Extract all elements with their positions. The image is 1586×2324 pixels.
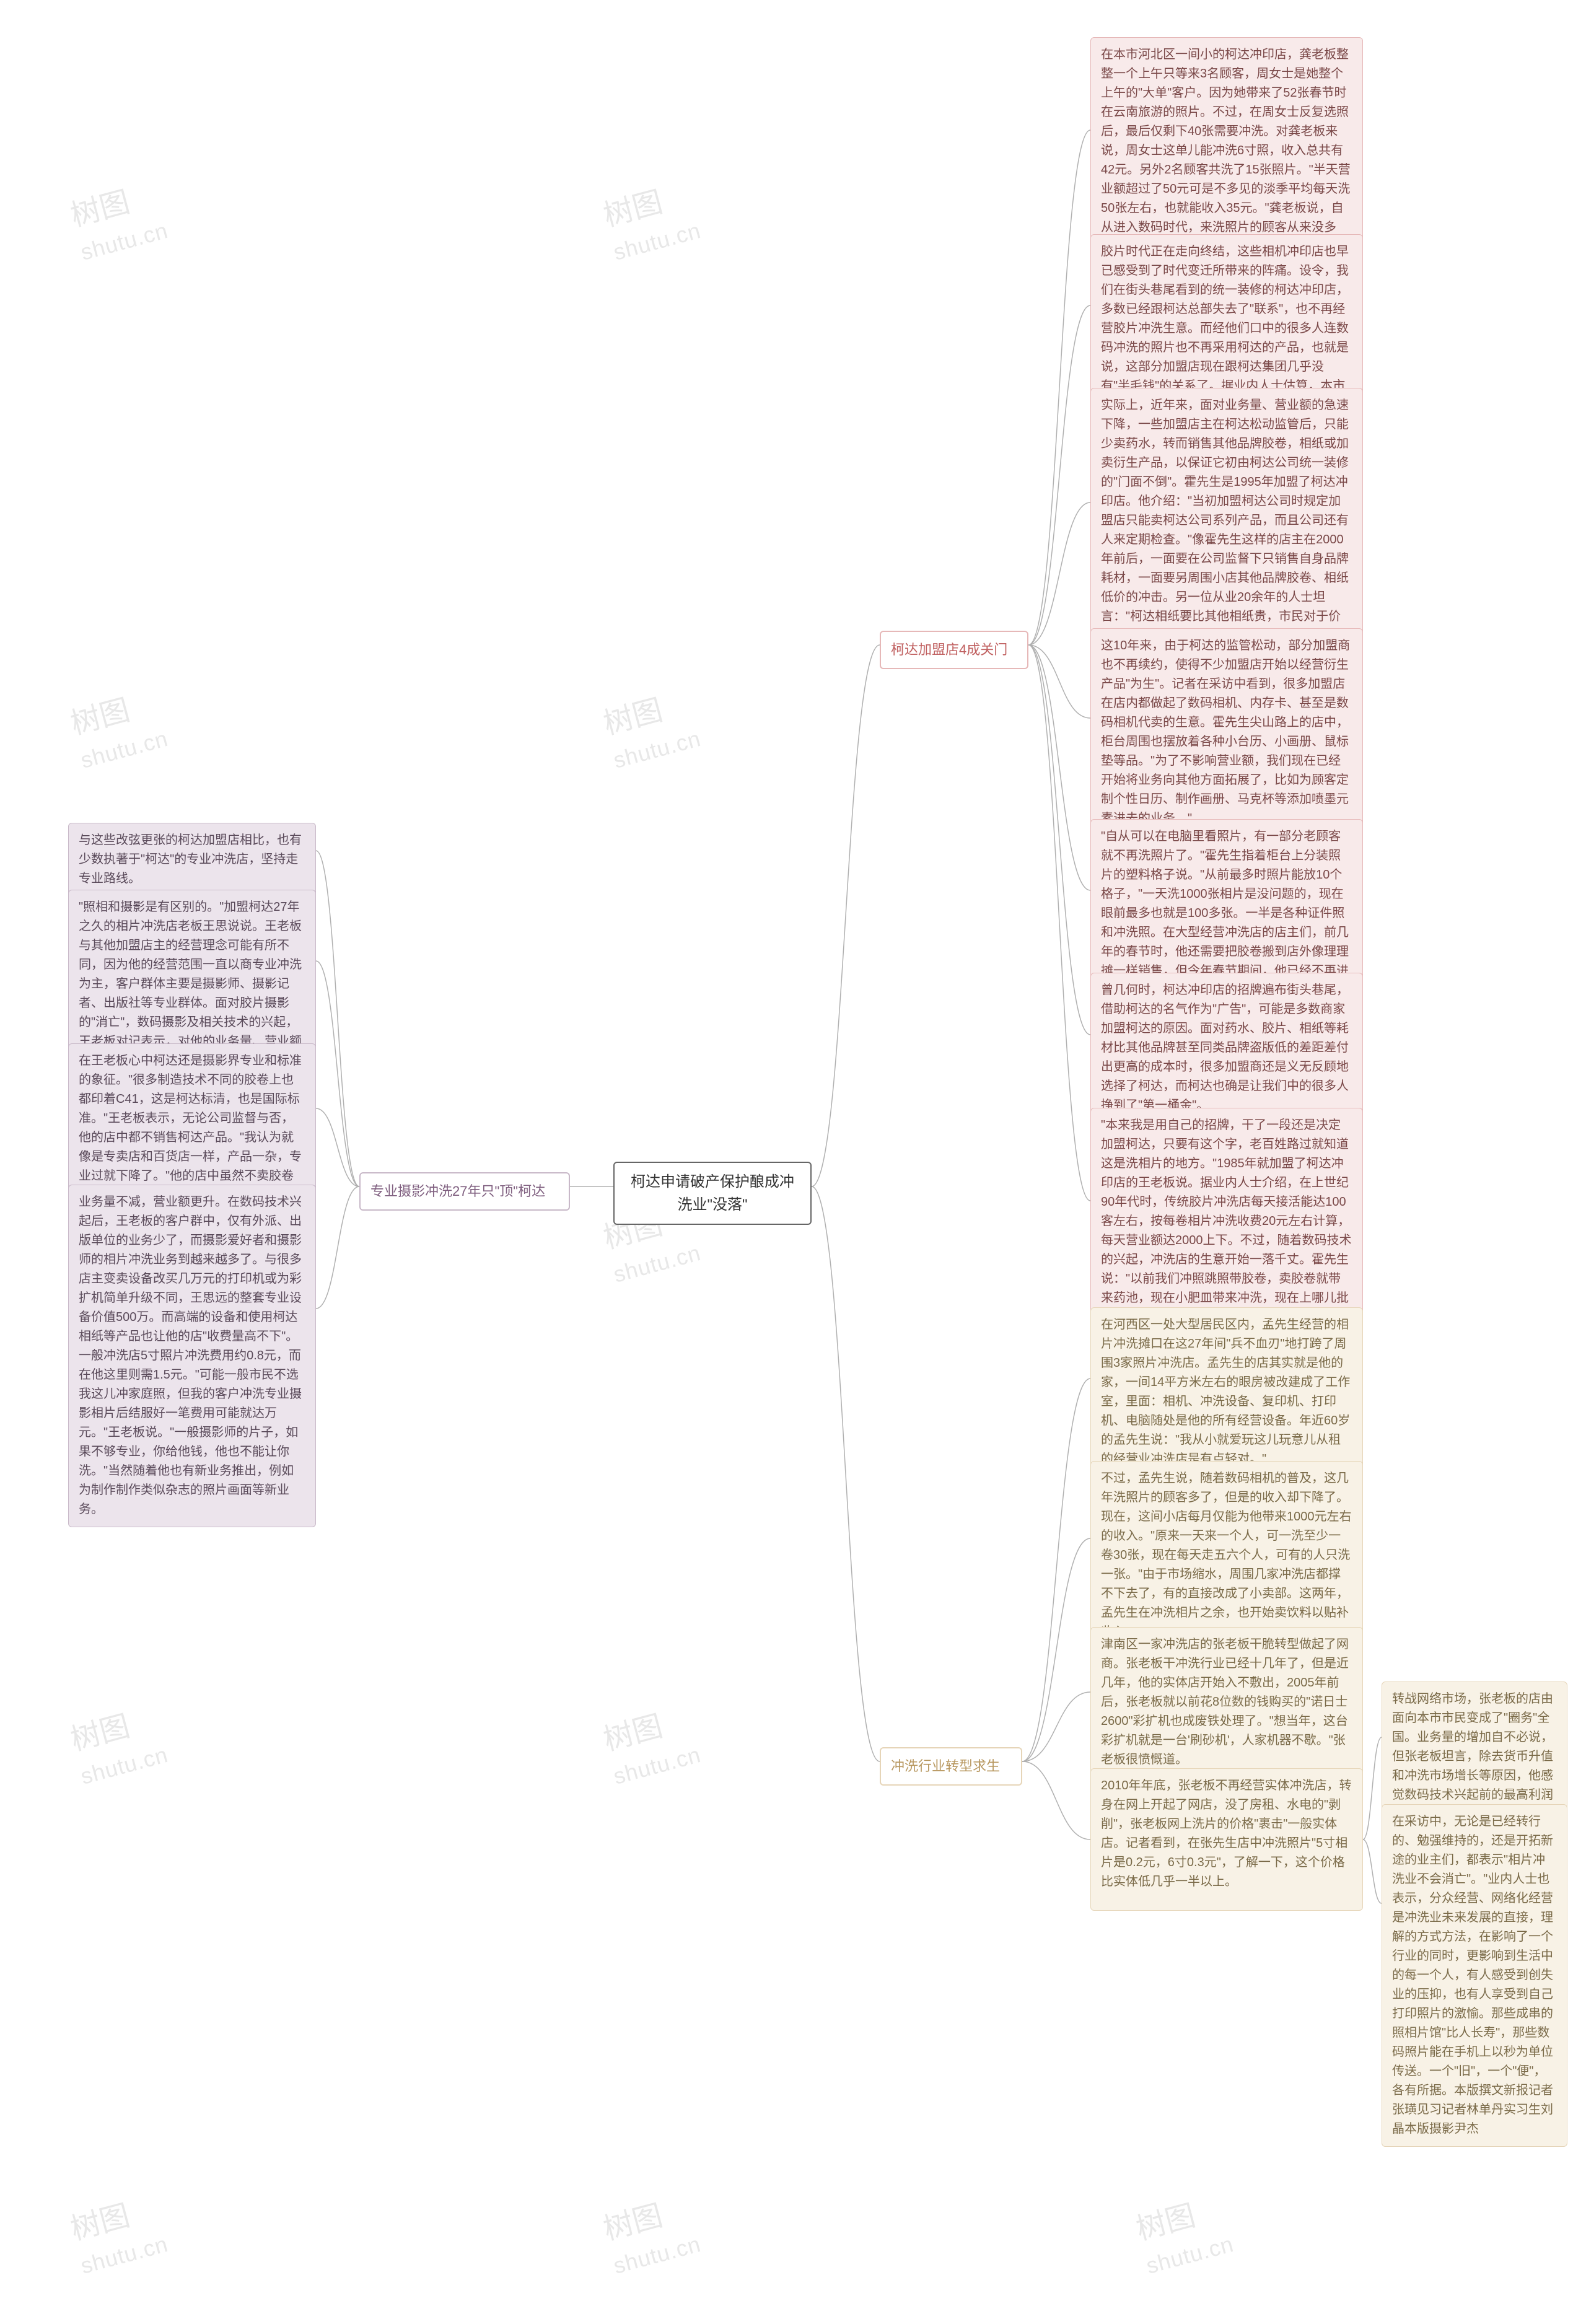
leaf-b3-3: 业务量不减，营业额更升。在数码技术兴起后，王老板的客户群中，仅有外派、出版单位的… (68, 1185, 316, 1527)
branch-b1: 柯达加盟店4成关门 (880, 631, 1028, 669)
branch-b2: 冲洗行业转型求生 (880, 1747, 1022, 1786)
leaf-b2-1: 不过，孟先生说，随着数码相机的普及，这几年洗照片的顾客多了，但是的收入却下降了。… (1090, 1461, 1363, 1650)
leaf-b2-2: 津南区一家冲洗店的张老板干脆转型做起了网商。张老板干冲洗行业已经十几年了，但是近… (1090, 1627, 1363, 1778)
subleaf-b2-3-1: 在采访中，无论是已经转行的、勉强维持的，还是开拓新途的业主们，都表示"相片冲洗业… (1382, 1804, 1567, 2147)
leaf-b1-3: 这10年来，由于柯达的监管松动，部分加盟商也不再续约，使得不少加盟店开始以经营衍… (1090, 628, 1363, 836)
leaf-b2-3: 2010年年底，张老板不再经营实体冲洗店，转身在网上开起了网店，没了房租、水电的… (1090, 1768, 1363, 1911)
branch-b3: 专业摄影冲洗27年只"顶"柯达 (359, 1172, 570, 1211)
leaf-b3-0: 与这些改弦更张的柯达加盟店相比，也有少数执著于"柯达"的专业冲洗店，坚持走专业路… (68, 823, 316, 897)
leaf-b2-0: 在河西区一处大型居民区内，孟先生经营的相片冲洗摊口在这27年间"兵不血刃"地打跨… (1090, 1307, 1363, 1477)
root-node: 柯达申请破产保护酿成冲 洗业"没落" (613, 1162, 812, 1225)
leaf-b1-5: 曾几何时，柯达冲印店的招牌遍布街头巷尾，借助柯达的名气作为"广告"，可能是多数商… (1090, 973, 1363, 1123)
